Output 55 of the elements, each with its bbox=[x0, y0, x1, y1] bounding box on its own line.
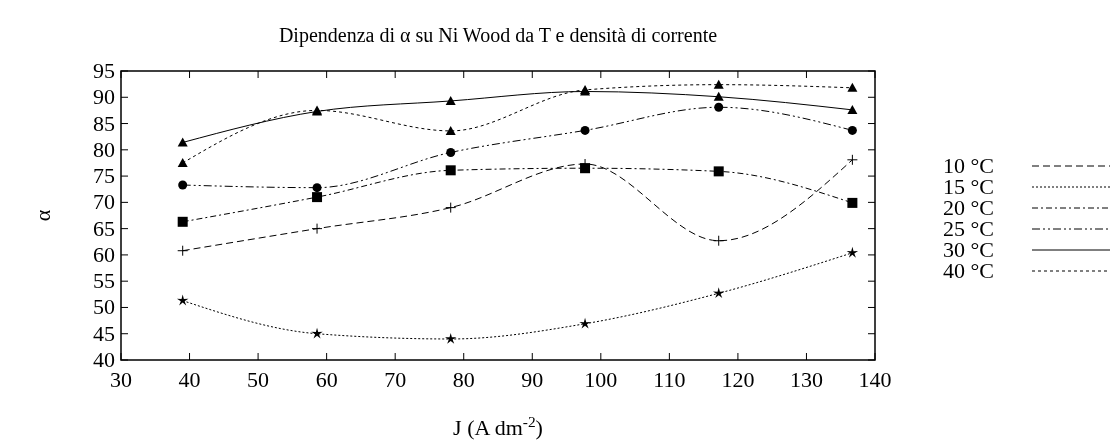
y-tick-label: 55 bbox=[93, 268, 115, 294]
point bbox=[713, 287, 725, 299]
point bbox=[176, 294, 189, 306]
y-tick-label: 65 bbox=[93, 215, 115, 241]
point bbox=[579, 317, 591, 329]
y-tick-label: 95 bbox=[93, 58, 115, 83]
x-tick-label: 140 bbox=[858, 367, 892, 392]
point bbox=[445, 165, 456, 176]
point bbox=[713, 91, 724, 101]
x-tick-label: 80 bbox=[452, 367, 475, 392]
point bbox=[846, 154, 858, 166]
point bbox=[311, 223, 323, 235]
point bbox=[445, 95, 456, 105]
point bbox=[713, 79, 724, 89]
point bbox=[714, 102, 724, 112]
point bbox=[847, 82, 858, 92]
x-tick-label: 120 bbox=[721, 367, 755, 392]
point bbox=[580, 163, 591, 174]
x-tick-label: 70 bbox=[384, 367, 407, 392]
y-tick-label: 90 bbox=[93, 84, 115, 110]
point bbox=[580, 125, 590, 135]
y-tick-label: 45 bbox=[93, 320, 115, 346]
point bbox=[713, 235, 725, 247]
y-tick-label: 70 bbox=[93, 189, 115, 215]
point bbox=[847, 104, 858, 114]
x-tick-label: 60 bbox=[315, 367, 338, 392]
chart-title: Dipendenza di α su Ni Wood da T e densità di corrente bbox=[278, 24, 718, 47]
point bbox=[178, 180, 188, 190]
y-tick-label: 50 bbox=[93, 294, 115, 320]
x-tick-label: 130 bbox=[789, 367, 823, 392]
point bbox=[177, 245, 189, 257]
y-tick-label: 80 bbox=[93, 136, 115, 162]
y-axis-title: α bbox=[30, 209, 55, 222]
point bbox=[311, 327, 323, 339]
y-tick-label: 75 bbox=[93, 163, 115, 189]
x-tick-label: 40 bbox=[178, 367, 201, 392]
x-tick-label: 90 bbox=[521, 367, 544, 392]
point bbox=[312, 192, 323, 203]
point bbox=[445, 202, 457, 214]
point bbox=[177, 216, 188, 227]
point bbox=[446, 147, 456, 157]
point bbox=[713, 166, 724, 177]
x-tick-label: 110 bbox=[653, 367, 686, 392]
point bbox=[847, 197, 858, 208]
point bbox=[177, 157, 188, 167]
y-tick-label: 85 bbox=[93, 110, 115, 136]
point bbox=[445, 125, 456, 135]
x-tick-label: 50 bbox=[247, 367, 270, 392]
y-tick-label: 60 bbox=[93, 241, 115, 267]
point bbox=[847, 125, 857, 135]
point bbox=[312, 183, 322, 193]
point bbox=[846, 246, 859, 258]
x-axis-title: J (A dm$^{-2}$) bbox=[453, 412, 543, 440]
x-tick-label: 100 bbox=[584, 367, 618, 392]
point bbox=[445, 332, 457, 344]
